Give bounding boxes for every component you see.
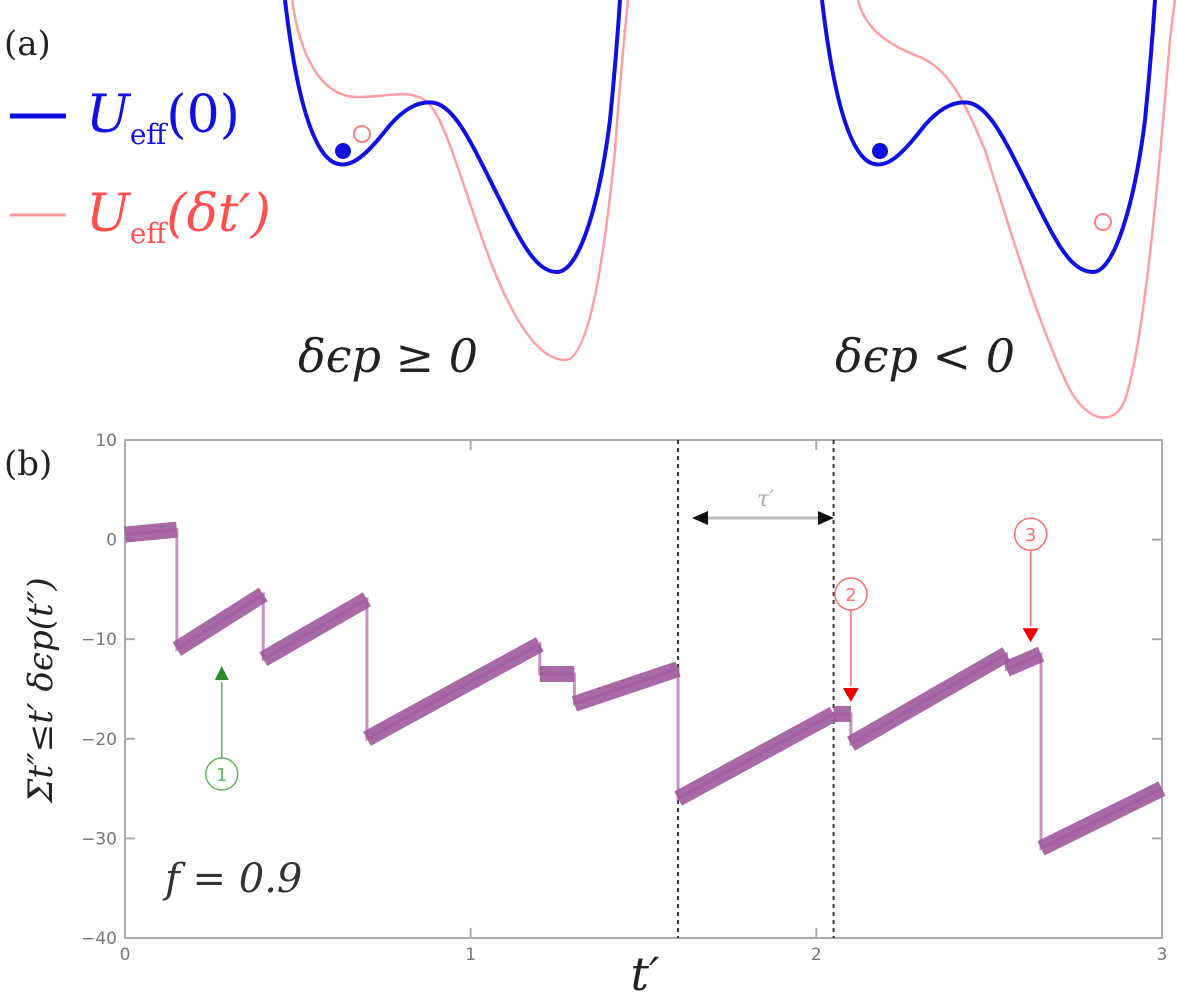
potential-left-pink — [290, 0, 630, 362]
plot-frame — [124, 439, 1163, 939]
y-tick-label: 10 — [95, 431, 117, 451]
y-tick-label: −40 — [81, 929, 117, 949]
x-tick-label: 0 — [120, 945, 131, 965]
series-segment — [259, 592, 371, 667]
ball-marker-open — [1094, 213, 1112, 231]
x-tick-label: 3 — [1157, 945, 1168, 965]
y-tick-label: −30 — [81, 829, 117, 849]
y-tick-label: −20 — [81, 730, 117, 750]
series-segment — [1003, 646, 1045, 677]
potential-right-pink — [856, 0, 1177, 419]
tau-label: τ′ — [757, 487, 774, 512]
y-axis-label: Σt″≤t′ δϵp(t″) — [21, 577, 61, 804]
potential-left: δϵp ≥ 0 — [283, 0, 630, 383]
legend-item-ueffdt: Ueff(δt′) — [86, 184, 271, 250]
y-tick-label: 0 — [106, 531, 117, 551]
event-markers: 1 2 3 — [205, 517, 1048, 791]
caption-left: δϵp ≥ 0 — [298, 329, 478, 383]
series-segment — [1037, 781, 1166, 856]
panel-b-label: (b) — [4, 444, 52, 484]
caption-right: δϵp < 0 — [835, 329, 1015, 383]
legend-a: Ueff(0) Ueff(δt′) — [10, 85, 271, 250]
series-segment — [124, 521, 178, 543]
potential-right: δϵp < 0 — [820, 0, 1177, 419]
panel-a-label: (a) — [4, 24, 51, 64]
legend-item-ueff0: Ueff(0) — [86, 85, 240, 151]
event-marker-3: 3 — [1013, 517, 1048, 643]
annotation-f: f = 0.9 — [162, 856, 302, 902]
tau-arrow: τ′ — [692, 487, 834, 525]
event-marker-1: 1 — [205, 666, 239, 791]
series-segment — [846, 647, 1011, 751]
panel-a: (a) Ueff(0) Ueff(δt′) δϵp ≥ 0 δϵp < 0 — [4, 0, 1177, 419]
y-tick-label: −10 — [81, 630, 117, 650]
series-segment — [674, 706, 838, 806]
ball-marker-filled — [872, 143, 888, 159]
potential-right-blue — [820, 0, 1157, 275]
y-axis: 10 0 −10 −20 −30 −40 — [81, 431, 1162, 949]
series-segment — [363, 637, 544, 746]
x-tick-label: 1 — [465, 945, 476, 965]
series-segment — [172, 587, 268, 656]
potential-left-blue — [283, 0, 622, 275]
event-marker-2: 2 — [834, 577, 868, 702]
ball-marker-filled — [335, 143, 351, 159]
marker-label: 2 — [845, 585, 856, 606]
marker-label: 1 — [216, 765, 227, 786]
marker-label: 3 — [1025, 525, 1036, 546]
x-tick-label: 2 — [811, 945, 822, 965]
ball-marker-open — [353, 125, 371, 143]
x-axis: 0 1 2 3 — [120, 440, 1168, 965]
x-axis-label: t′ — [631, 947, 660, 1001]
cumulative-series — [124, 521, 1166, 856]
series-segment — [571, 661, 681, 712]
